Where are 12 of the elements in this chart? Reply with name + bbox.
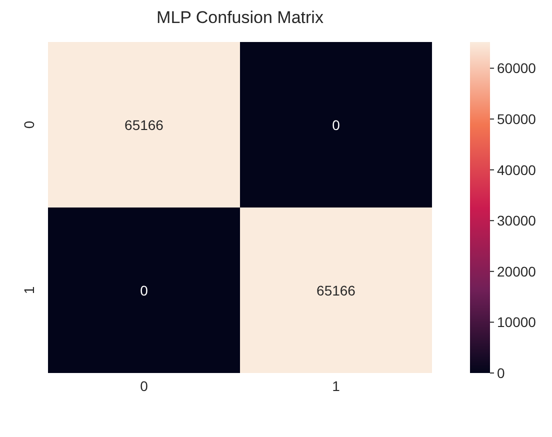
color-bar-label: 0 <box>497 365 505 381</box>
data-label: 65166 <box>316 282 356 298</box>
color-bar-label: 50000 <box>497 111 536 128</box>
color-bar-label: 10000 <box>497 314 536 330</box>
color-bar-label: 40000 <box>497 162 536 178</box>
data-label: 65166 <box>124 116 164 133</box>
color-bar-label: 20000 <box>497 263 536 280</box>
chart-title: MLP Confusion Matrix <box>156 8 324 28</box>
color-bar-label: 30000 <box>497 212 536 229</box>
data-label: 0 <box>332 116 340 133</box>
color-bar-label: 60000 <box>497 60 536 76</box>
data-label: 0 <box>140 282 148 298</box>
